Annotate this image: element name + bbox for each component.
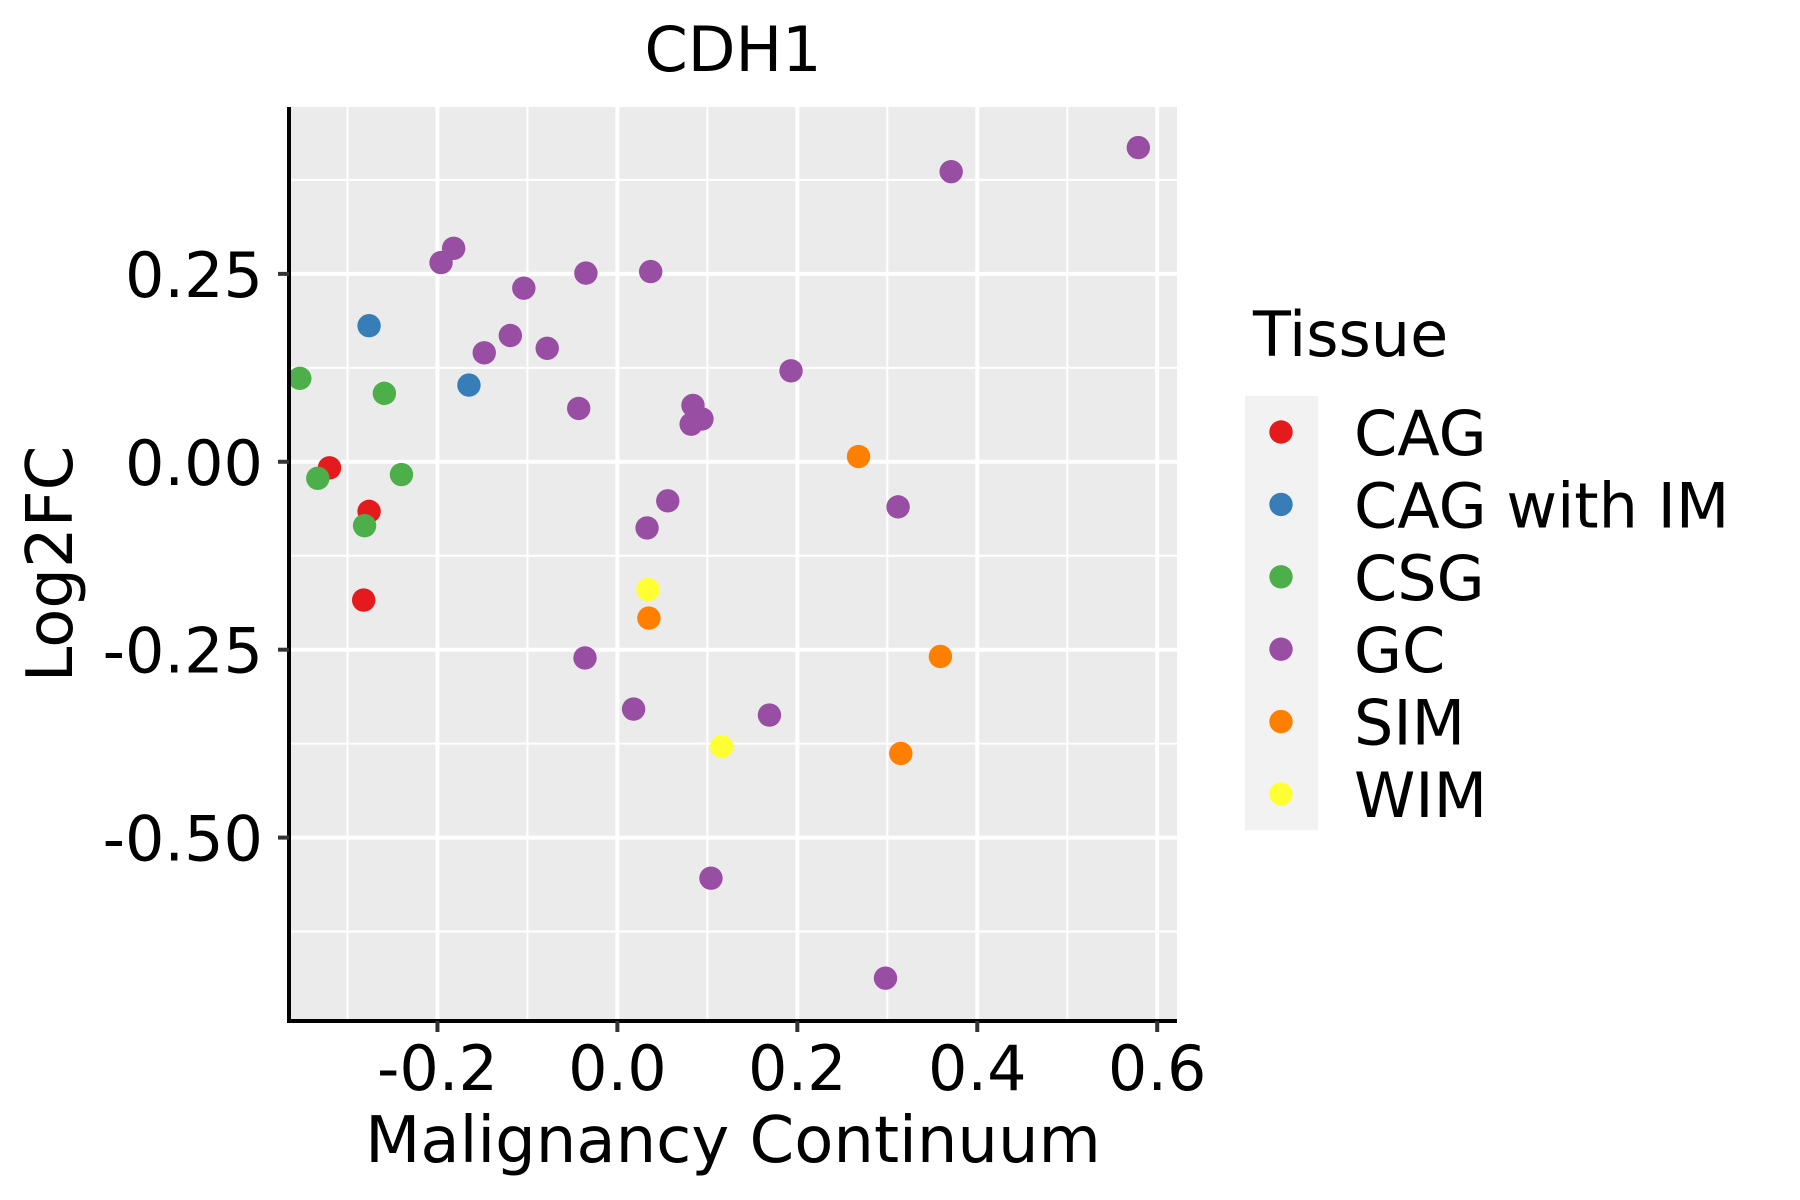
legend-key-csg <box>1269 565 1293 589</box>
legend-label: WIM <box>1354 759 1487 832</box>
data-point-gc <box>939 159 963 184</box>
legend-key-cag <box>1269 420 1293 444</box>
data-points <box>288 135 1151 990</box>
chart-title: CDH1 <box>644 13 821 86</box>
data-point-gc <box>679 412 703 436</box>
legend-label: CSG <box>1354 542 1485 615</box>
legend-key-gc <box>1269 637 1293 661</box>
x-axis-title: Malignancy Continuum <box>365 1104 1101 1178</box>
data-point-gc <box>886 495 910 519</box>
x-tick-label: 0.2 <box>748 1032 847 1105</box>
data-point-gc <box>638 259 663 284</box>
data-point-cag <box>351 588 376 612</box>
data-point-gc <box>873 966 898 990</box>
legend-label: CAG with IM <box>1354 469 1729 542</box>
x-tick-label: 0.4 <box>928 1032 1027 1105</box>
x-axis-ticks: -0.2 0.0 0.2 0.4 0.6 <box>377 1021 1207 1105</box>
data-point-wim <box>710 734 734 759</box>
y-tick-label: -0.50 <box>103 803 263 876</box>
y-tick-label: 0.00 <box>125 427 263 500</box>
legend-label: SIM <box>1354 687 1465 760</box>
data-point-gc <box>757 703 782 727</box>
data-point-csg <box>288 366 312 391</box>
y-tick-label: 0.25 <box>125 239 263 312</box>
data-point-gc <box>472 341 496 365</box>
data-point-cag-with-im <box>357 314 381 338</box>
data-point-gc <box>1126 135 1151 160</box>
data-point-gc <box>656 489 680 513</box>
legend-key-cag-with-im <box>1269 492 1293 517</box>
y-axis-ticks: -0.50 -0.25 0.00 0.25 <box>103 239 289 876</box>
x-tick-label: -0.2 <box>377 1032 498 1105</box>
data-point-sim <box>846 444 871 469</box>
data-point-sim <box>637 606 661 630</box>
data-point-gc <box>574 261 598 285</box>
legend-title: Tissue <box>1252 298 1448 371</box>
data-point-csg <box>372 381 397 406</box>
plot-panel <box>289 107 1177 1021</box>
x-tick-label: 0.6 <box>1108 1032 1207 1105</box>
data-point-gc <box>512 276 536 300</box>
legend-key-wim <box>1269 782 1293 806</box>
legend-keys-background <box>1245 395 1318 831</box>
data-point-csg <box>389 462 414 487</box>
data-point-wim <box>636 577 660 602</box>
data-point-sim <box>928 644 953 669</box>
data-point-csg <box>352 513 377 538</box>
data-point-gc <box>621 697 646 721</box>
data-point-csg <box>306 466 330 491</box>
data-point-gc <box>567 396 591 421</box>
y-axis-title: Log2FC <box>14 446 88 683</box>
data-point-gc <box>535 336 559 360</box>
y-tick-label: -0.25 <box>103 615 263 688</box>
x-tick-label: 0.0 <box>568 1032 667 1105</box>
data-point-cag-with-im <box>457 373 481 397</box>
data-point-gc <box>498 323 523 348</box>
data-point-gc <box>779 359 803 383</box>
data-point-gc <box>635 516 659 540</box>
legend-key-sim <box>1269 709 1293 734</box>
data-point-gc <box>573 646 597 670</box>
legend-label: CAG <box>1354 397 1487 470</box>
data-point-sim <box>889 741 913 766</box>
data-point-gc <box>699 866 723 890</box>
data-point-gc <box>429 250 453 275</box>
legend-label: GC <box>1354 614 1445 687</box>
